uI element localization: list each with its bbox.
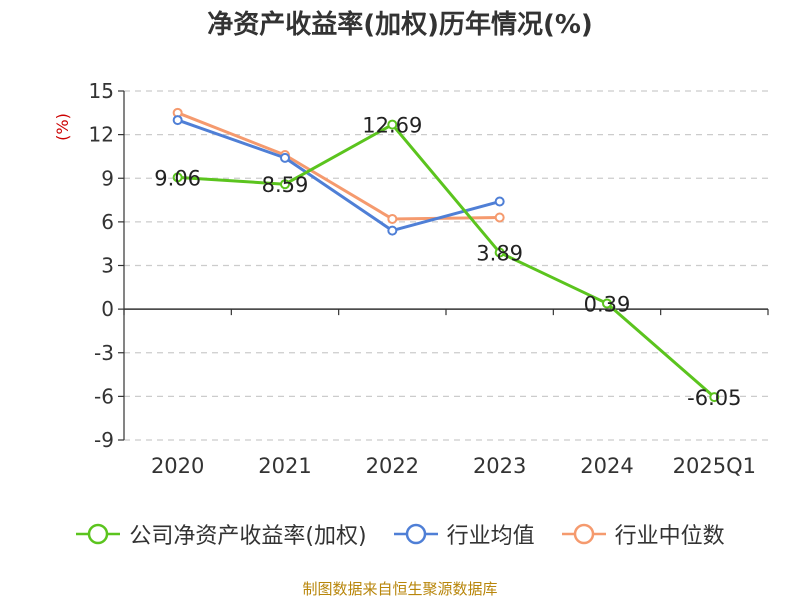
y-tick-label: 6 [101,210,114,234]
grid-lines [124,90,768,441]
series-line [177,118,501,233]
legend-marker-icon [393,523,438,545]
source-note: 制图数据来自恒生聚源数据库 [302,580,498,598]
x-tick-label: 2025Q1 [673,454,756,478]
data-point [494,196,505,207]
data-point [387,225,398,236]
series-line [177,111,500,221]
x-tick-label: 2021 [258,454,311,478]
data-label: 9.06 [154,166,201,190]
data-point [172,115,183,126]
x-tick-label: 2024 [580,454,633,478]
y-tick-label: 0 [101,297,114,321]
legend-item: 行业均值 [393,518,535,550]
data-point [172,172,183,183]
data-point [387,213,398,224]
legend-circle [88,523,109,545]
data-point [280,152,290,163]
series-line [177,123,716,399]
legend-circle [573,523,594,545]
data-point [602,298,612,309]
legend-item: 公司净资产收益率(加权) [75,518,367,550]
y-tick-label: -3 [94,341,114,365]
y-tick-label: 9 [101,166,114,190]
data-point [494,247,505,258]
legend-marker-icon [561,523,606,545]
data-point [280,179,290,190]
legend-circle [405,523,426,545]
data-point [709,392,720,403]
legend-label: 行业中位数 [614,524,725,549]
data-label: 3.89 [476,242,523,266]
data-label: 12.69 [362,114,422,138]
x-tick-label: 2022 [366,454,419,478]
data-label: 0.39 [584,292,631,316]
y-tick-label: 12 [89,123,114,147]
y-tick-label: -6 [94,384,114,408]
axes: 15 12 9 6 3 0 -3 -6 -9 2020 2021 2022 2023 2024 2025Q1… [53,79,769,478]
legend-marker-icon [76,523,121,545]
legend: 公司净资产收益率(加权) 行业均值 行业中位数 [0,518,800,550]
y-tick-label: -9 [94,428,114,452]
y-tick-label: 3 [101,254,114,278]
legend-label: 公司净资产收益率(加权) [129,524,367,549]
x-tick-label: 2023 [473,454,526,478]
legend-item: 行业中位数 [561,518,725,550]
data-point [494,212,505,223]
x-tick-label: 2020 [151,454,204,478]
chart-title: 净资产收益率(加权)历年情况(%) [207,10,593,40]
y-tick-label: 15 [89,79,114,103]
series-lines [172,107,720,403]
data-point [387,119,398,130]
y-axis-label: (%) [53,113,72,141]
legend-label: 行业均值 [446,524,535,549]
data-label: -6.05 [687,386,741,410]
data-label: 8.59 [262,173,309,197]
data-labels: 9.06 8.59 12.69 3.89 0.39 -6.05 [154,114,741,411]
